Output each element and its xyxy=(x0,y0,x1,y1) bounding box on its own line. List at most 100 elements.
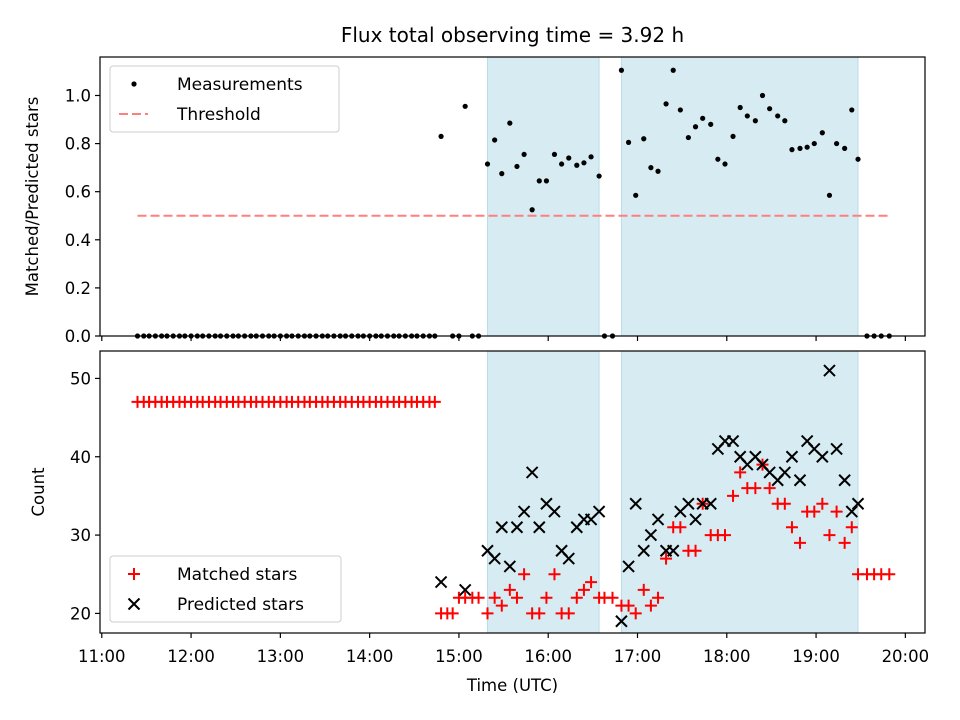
predicted-star-point xyxy=(785,450,799,463)
matched-star-point xyxy=(727,489,740,502)
measurement-point xyxy=(438,133,444,139)
measurement-point xyxy=(700,115,706,121)
x-tick-label: 18:00 xyxy=(703,647,751,666)
predicted-star-point xyxy=(434,575,448,589)
x-tick-label: 15:00 xyxy=(435,647,483,666)
measurement-point xyxy=(759,92,766,99)
matched-star-point xyxy=(446,607,459,620)
measurement-point xyxy=(574,162,580,168)
y-tick-label: 0.4 xyxy=(65,231,91,250)
measurement-point xyxy=(596,173,602,179)
top-x-ticks xyxy=(101,336,906,341)
legend-item: Matched stars xyxy=(128,565,297,585)
predicted-star-point xyxy=(704,497,717,510)
measurement-point xyxy=(804,144,810,150)
predicted-star-point xyxy=(682,497,695,510)
y-tick-label: 50 xyxy=(70,369,91,388)
measurement-point xyxy=(633,192,639,198)
matched-star-point xyxy=(495,599,508,612)
predicted-star-point xyxy=(615,615,628,628)
matched-star-point xyxy=(548,568,561,581)
measurement-point xyxy=(625,139,632,145)
bottom-y-axis: 20 30 40 50 xyxy=(70,369,100,623)
matched-star-point xyxy=(794,536,806,549)
matched-star-point xyxy=(845,521,858,534)
x-tick-label: 20:00 xyxy=(882,647,930,666)
measurement-point xyxy=(462,103,468,109)
matched-star-point xyxy=(472,591,485,604)
measurement-point xyxy=(559,161,565,167)
measurement-point xyxy=(670,67,676,73)
predicted-star-point xyxy=(562,552,575,565)
predicted-star-point xyxy=(851,497,865,510)
predicted-star-point xyxy=(838,474,851,487)
legend-label: Threshold xyxy=(176,105,261,125)
predicted-star-point xyxy=(510,521,524,534)
x-tick-label: 11:00 xyxy=(78,647,126,666)
measurement-point xyxy=(566,155,572,161)
predicted-star-point xyxy=(533,521,546,534)
shaded-interval xyxy=(487,56,600,337)
measurement-point xyxy=(551,151,558,158)
measurement-point xyxy=(618,67,625,73)
measurement-point xyxy=(744,113,750,119)
measurement-point xyxy=(484,161,491,167)
top-series-layer xyxy=(134,67,892,339)
predicted-star-point xyxy=(845,505,858,518)
top-y-axis: 0.0 0.2 0.4 0.6 0.8 1.0 xyxy=(65,86,100,346)
measurement-point xyxy=(797,145,803,151)
x-tick-label: 13:00 xyxy=(257,647,305,666)
matched-star-point xyxy=(660,552,673,565)
matched-star-point xyxy=(734,466,747,479)
matched-star-point xyxy=(816,497,829,510)
measurement-point xyxy=(715,156,721,162)
predicted-star-point xyxy=(548,505,561,518)
matched-star-point xyxy=(830,505,843,518)
legend-swatch xyxy=(131,81,137,87)
measurement-point xyxy=(685,134,691,141)
matched-star-point xyxy=(629,607,642,620)
matched-star-point xyxy=(719,529,731,542)
matched-star-point xyxy=(637,583,650,596)
y-tick-label: 1.0 xyxy=(65,86,91,105)
y-tick-label: 0.6 xyxy=(65,183,91,202)
measurement-point xyxy=(692,124,699,130)
bottom-y-axis-label: Count xyxy=(29,467,48,517)
legend-item: Predicted stars xyxy=(127,595,304,615)
y-tick-label: 20 xyxy=(70,604,91,623)
measurement-point xyxy=(834,140,840,147)
measurement-point xyxy=(789,146,795,153)
matched-star-point xyxy=(585,576,598,589)
matched-star-point xyxy=(488,591,501,604)
measurement-point xyxy=(648,165,654,171)
legend-label: Measurements xyxy=(177,75,303,95)
matched-star-point xyxy=(749,482,762,495)
top-axes-frame xyxy=(99,56,926,337)
top-legend: Measurements Threshold xyxy=(109,65,340,133)
y-tick-label: 0.0 xyxy=(65,327,91,346)
measurement-point xyxy=(767,106,773,112)
measurement-point xyxy=(722,161,728,167)
predicted-star-point xyxy=(495,521,508,534)
shaded-interval xyxy=(487,350,600,634)
bottom-legend: Matched stars Predicted stars xyxy=(109,555,342,623)
matched-star-point xyxy=(763,482,776,495)
measurement-point xyxy=(581,160,587,166)
bottom-x-axis: 11:00 12:00 13:00 14:00 15:00 16:00 17:00 18:00… xyxy=(78,633,929,666)
shaded-interval xyxy=(620,350,859,634)
matched-star-point xyxy=(622,599,635,612)
legend-item: Threshold xyxy=(119,105,261,125)
bottom-axes-frame xyxy=(99,350,926,634)
measurement-point xyxy=(708,121,714,127)
matched-star-point xyxy=(644,599,657,612)
measurement-point xyxy=(677,107,683,113)
predicted-star-point xyxy=(458,583,472,597)
x-axis-label: Time (UTC) xyxy=(466,676,558,695)
y-tick-label: 30 xyxy=(70,526,91,545)
predicted-star-point xyxy=(830,442,843,456)
bottom-series-layer xyxy=(131,364,896,628)
x-tick-label: 14:00 xyxy=(346,647,394,666)
measurement-point xyxy=(849,107,855,113)
